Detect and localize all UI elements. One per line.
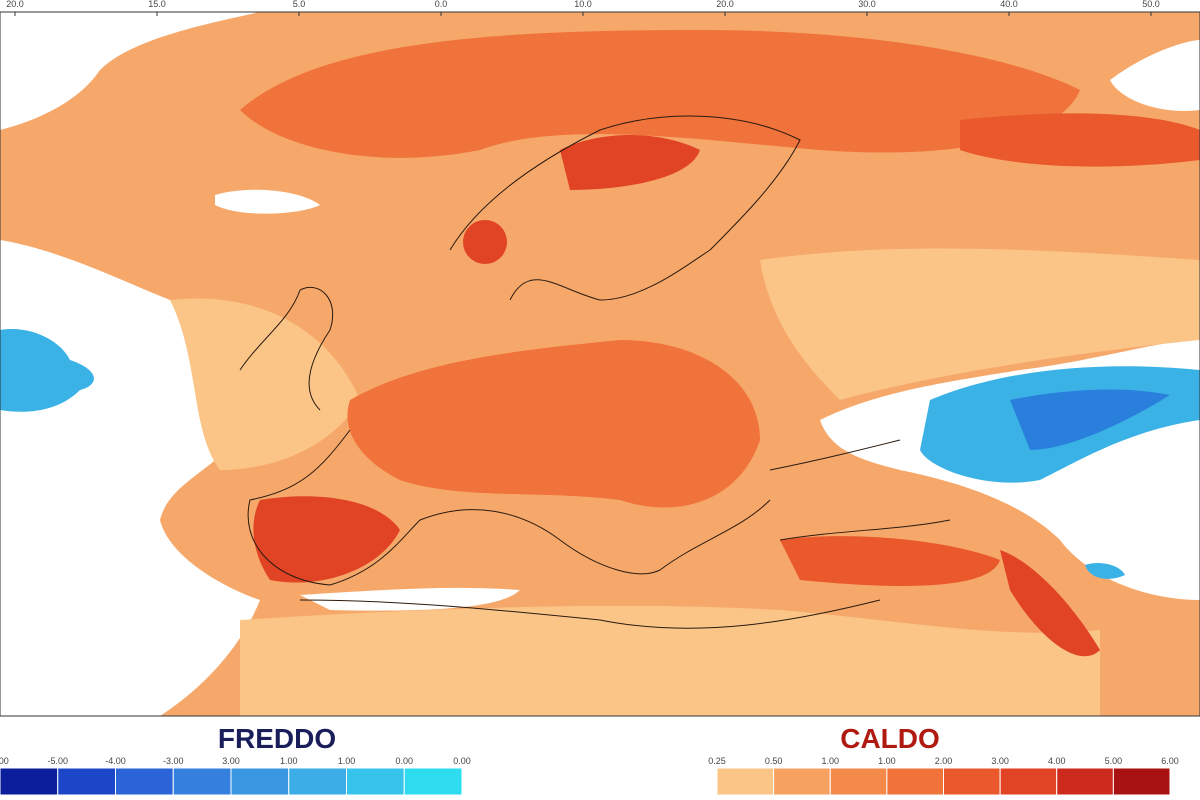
warm-area bbox=[347, 340, 760, 508]
legend-label: 3.00 bbox=[991, 756, 1009, 766]
neutral-area bbox=[1110, 40, 1200, 111]
legend-label: 5.00 bbox=[1105, 756, 1123, 766]
light-area bbox=[760, 248, 1200, 400]
neutral-area bbox=[0, 12, 260, 130]
legend-swatch bbox=[230, 767, 290, 796]
warm-area bbox=[780, 536, 1000, 586]
legend-label: -3.00 bbox=[163, 756, 184, 766]
legend-label: 6.00 bbox=[1161, 756, 1179, 766]
legend-label: -4.00 bbox=[105, 756, 126, 766]
warm-area bbox=[960, 113, 1200, 167]
legend-swatch bbox=[886, 767, 944, 796]
legend-swatch bbox=[115, 767, 174, 796]
axis-label: 20.0 bbox=[6, 0, 24, 9]
cold-area bbox=[1085, 563, 1125, 579]
warm-area bbox=[463, 220, 507, 264]
legend-swatch bbox=[403, 767, 463, 796]
legend-label: 3.00 bbox=[222, 756, 240, 766]
legend-label: 2.00 bbox=[935, 756, 953, 766]
axis-label: 5.0 bbox=[293, 0, 306, 9]
legend-label: 1.00 bbox=[338, 756, 356, 766]
legend-title: FREDDO bbox=[218, 723, 336, 754]
map-frame bbox=[0, 11, 1200, 717]
neutral-area bbox=[215, 189, 320, 214]
legend-swatch bbox=[999, 767, 1058, 796]
legend-swatch bbox=[829, 767, 888, 796]
axis-label: 20.0 bbox=[716, 0, 734, 9]
legend-swatch bbox=[0, 767, 59, 796]
light-area bbox=[240, 605, 1100, 716]
axis-label: 50.0 bbox=[1142, 0, 1160, 9]
light-area bbox=[170, 298, 360, 470]
axis-label: 15.0 bbox=[148, 0, 166, 9]
cold-area bbox=[1010, 389, 1170, 450]
legend-swatch bbox=[716, 767, 775, 796]
legend-label: -5.00 bbox=[47, 756, 68, 766]
legend-label: 0.25 bbox=[708, 756, 726, 766]
legend-label: 0.50 bbox=[765, 756, 783, 766]
legend-swatch bbox=[773, 767, 831, 796]
legend-label: 1.00 bbox=[878, 756, 896, 766]
legend-swatch bbox=[288, 767, 347, 796]
legend-title: CALDO bbox=[840, 723, 940, 754]
legend-swatch bbox=[943, 767, 1001, 796]
legend-label: 1.00 bbox=[280, 756, 298, 766]
warm-area bbox=[1000, 550, 1100, 657]
legend-label: 6.00 bbox=[0, 756, 9, 766]
legend-swatch bbox=[346, 767, 405, 796]
legend-swatch bbox=[172, 767, 232, 796]
cold-area bbox=[0, 329, 94, 412]
warm-area bbox=[253, 496, 400, 583]
legend-label: 1.00 bbox=[821, 756, 839, 766]
legend-swatch bbox=[1112, 767, 1171, 796]
neutral-area bbox=[300, 587, 520, 611]
warm-area bbox=[560, 135, 700, 190]
axis-label: 30.0 bbox=[858, 0, 876, 9]
legend-label: 0.00 bbox=[395, 756, 413, 766]
legend-label: 0.00 bbox=[453, 756, 471, 766]
legend-label: 4.00 bbox=[1048, 756, 1066, 766]
legend-swatch bbox=[57, 767, 116, 796]
axis-label: 40.0 bbox=[1000, 0, 1018, 9]
warm-area bbox=[240, 30, 1080, 158]
legend-swatch bbox=[1056, 767, 1114, 796]
axis-label: 10.0 bbox=[574, 0, 592, 9]
axis-label: 0.0 bbox=[435, 0, 448, 9]
anomaly-map bbox=[0, 11, 1200, 717]
